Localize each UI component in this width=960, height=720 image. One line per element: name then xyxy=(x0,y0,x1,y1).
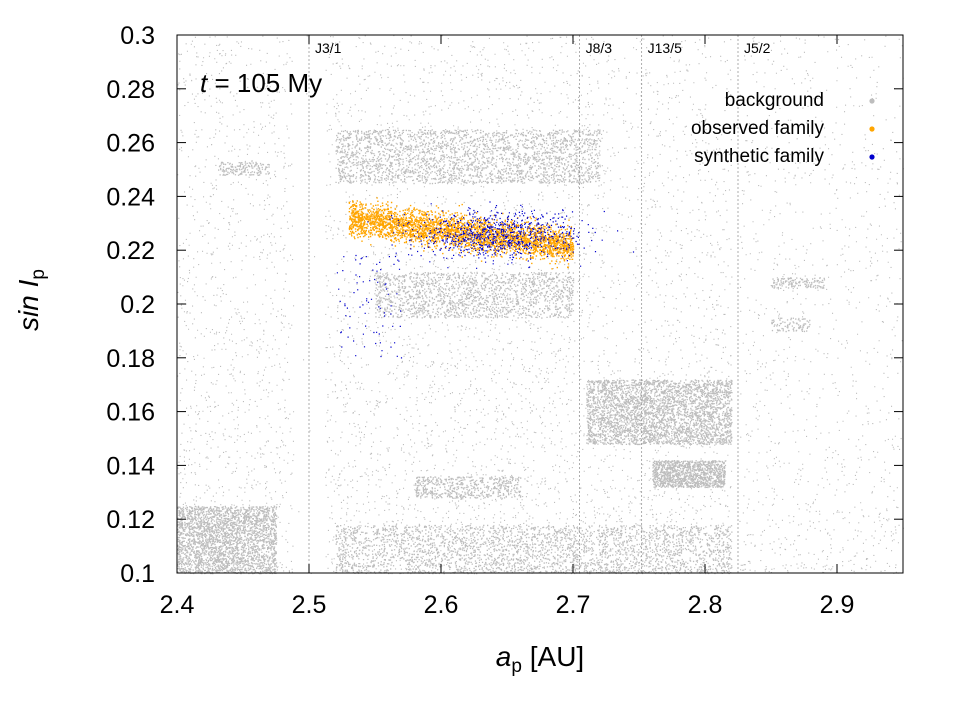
plot-background xyxy=(177,35,903,573)
x-tick-label: 2.9 xyxy=(820,591,855,619)
time-annotation: t = 105 My xyxy=(200,68,322,98)
y-axis-title: sin Ip xyxy=(13,269,49,331)
legend-marker-background xyxy=(869,98,875,104)
y-tick-label: 0.3 xyxy=(120,22,155,50)
x-tick-label: 2.4 xyxy=(160,591,195,619)
y-axis-title-sub: p xyxy=(28,269,49,280)
y-axis-title-var: sin I xyxy=(13,279,44,331)
x-axis-title-sub: p xyxy=(511,656,522,677)
resonance-label: J8/3 xyxy=(586,40,613,56)
legend-label-observed-family: observed family xyxy=(691,118,825,139)
axis-ticks xyxy=(176,34,903,574)
synthetic-family-point-cloud xyxy=(336,201,635,359)
y-tick-label: 0.26 xyxy=(106,130,155,158)
time-annotation-var: t xyxy=(200,68,209,98)
y-tick-label: 0.22 xyxy=(106,237,155,265)
x-tick-label: 2.8 xyxy=(688,591,723,619)
y-tick-label: 0.2 xyxy=(120,291,155,319)
resonance-label: J13/5 xyxy=(648,40,682,56)
legend-label-background: background xyxy=(725,90,824,111)
background-point-cloud xyxy=(177,35,904,575)
resonance-label: J3/1 xyxy=(315,40,342,56)
y-tick-label: 0.12 xyxy=(106,506,155,534)
x-axis-title-var: a xyxy=(496,641,512,672)
legend: background observed family synthetic fam… xyxy=(691,90,875,167)
legend-label-synthetic-family: synthetic family xyxy=(694,146,824,167)
resonance-label: J5/2 xyxy=(744,40,771,56)
x-axis-title: ap [AU] xyxy=(496,641,584,677)
time-annotation-text: = 105 My xyxy=(207,68,322,98)
series-observed-family-points xyxy=(348,197,575,270)
y-tick-label: 0.16 xyxy=(106,399,155,427)
series-background-points xyxy=(177,35,904,575)
y-tick-label: 0.1 xyxy=(120,560,155,588)
resonance-lines xyxy=(308,35,739,573)
y-tick-labels: 0.1 0.12 0.14 0.16 0.18 0.2 0.22 0.24 0.26 0.28 0.… xyxy=(106,22,155,588)
y-tick-label: 0.24 xyxy=(106,183,155,211)
legend-marker-synthetic-family xyxy=(869,154,875,160)
y-tick-label: 0.28 xyxy=(106,76,155,104)
legend-marker-observed-family xyxy=(869,126,875,132)
x-tick-label: 2.5 xyxy=(292,591,327,619)
observed-family-point-cloud xyxy=(348,197,575,270)
resonance-labels: J3/1 J8/3 J13/5 J5/2 xyxy=(315,40,771,56)
x-tick-label: 2.6 xyxy=(424,591,459,619)
y-tick-label: 0.18 xyxy=(106,345,155,373)
series-synthetic-family-points xyxy=(336,201,635,359)
x-tick-labels: 2.4 2.5 2.6 2.7 2.8 2.9 xyxy=(160,591,855,619)
y-tick-label: 0.14 xyxy=(106,452,155,480)
x-axis-title-unit: [AU] xyxy=(522,641,584,672)
x-tick-label: 2.7 xyxy=(556,591,591,619)
